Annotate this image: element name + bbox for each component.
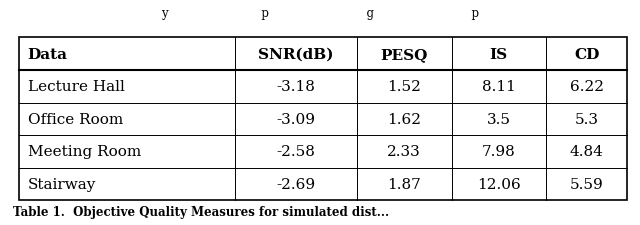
Text: y                         p                          g                          : y p g bbox=[161, 7, 479, 20]
Text: 1.87: 1.87 bbox=[387, 177, 421, 191]
Text: -2.58: -2.58 bbox=[276, 145, 316, 159]
Text: 7.98: 7.98 bbox=[482, 145, 516, 159]
Text: Lecture Hall: Lecture Hall bbox=[28, 80, 124, 94]
Text: 12.06: 12.06 bbox=[477, 177, 521, 191]
Text: 5.59: 5.59 bbox=[570, 177, 604, 191]
Text: IS: IS bbox=[490, 47, 508, 61]
Text: 1.52: 1.52 bbox=[387, 80, 421, 94]
Text: 1.62: 1.62 bbox=[387, 112, 421, 126]
Text: SNR(dB): SNR(dB) bbox=[259, 47, 334, 61]
Text: -3.09: -3.09 bbox=[276, 112, 316, 126]
Text: 5.3: 5.3 bbox=[575, 112, 598, 126]
Text: -2.69: -2.69 bbox=[276, 177, 316, 191]
Text: 6.22: 6.22 bbox=[570, 80, 604, 94]
Text: Data: Data bbox=[28, 47, 68, 61]
Text: 2.33: 2.33 bbox=[387, 145, 421, 159]
Text: -3.18: -3.18 bbox=[276, 80, 316, 94]
Text: 3.5: 3.5 bbox=[487, 112, 511, 126]
Text: Meeting Room: Meeting Room bbox=[28, 145, 141, 159]
Text: Office Room: Office Room bbox=[28, 112, 123, 126]
Text: CD: CD bbox=[574, 47, 599, 61]
Text: PESQ: PESQ bbox=[381, 47, 428, 61]
Text: Stairway: Stairway bbox=[28, 177, 96, 191]
Text: Table 1.  Objective Quality Measures for simulated dist...: Table 1. Objective Quality Measures for … bbox=[13, 205, 389, 218]
Text: 8.11: 8.11 bbox=[482, 80, 516, 94]
Text: 4.84: 4.84 bbox=[570, 145, 604, 159]
